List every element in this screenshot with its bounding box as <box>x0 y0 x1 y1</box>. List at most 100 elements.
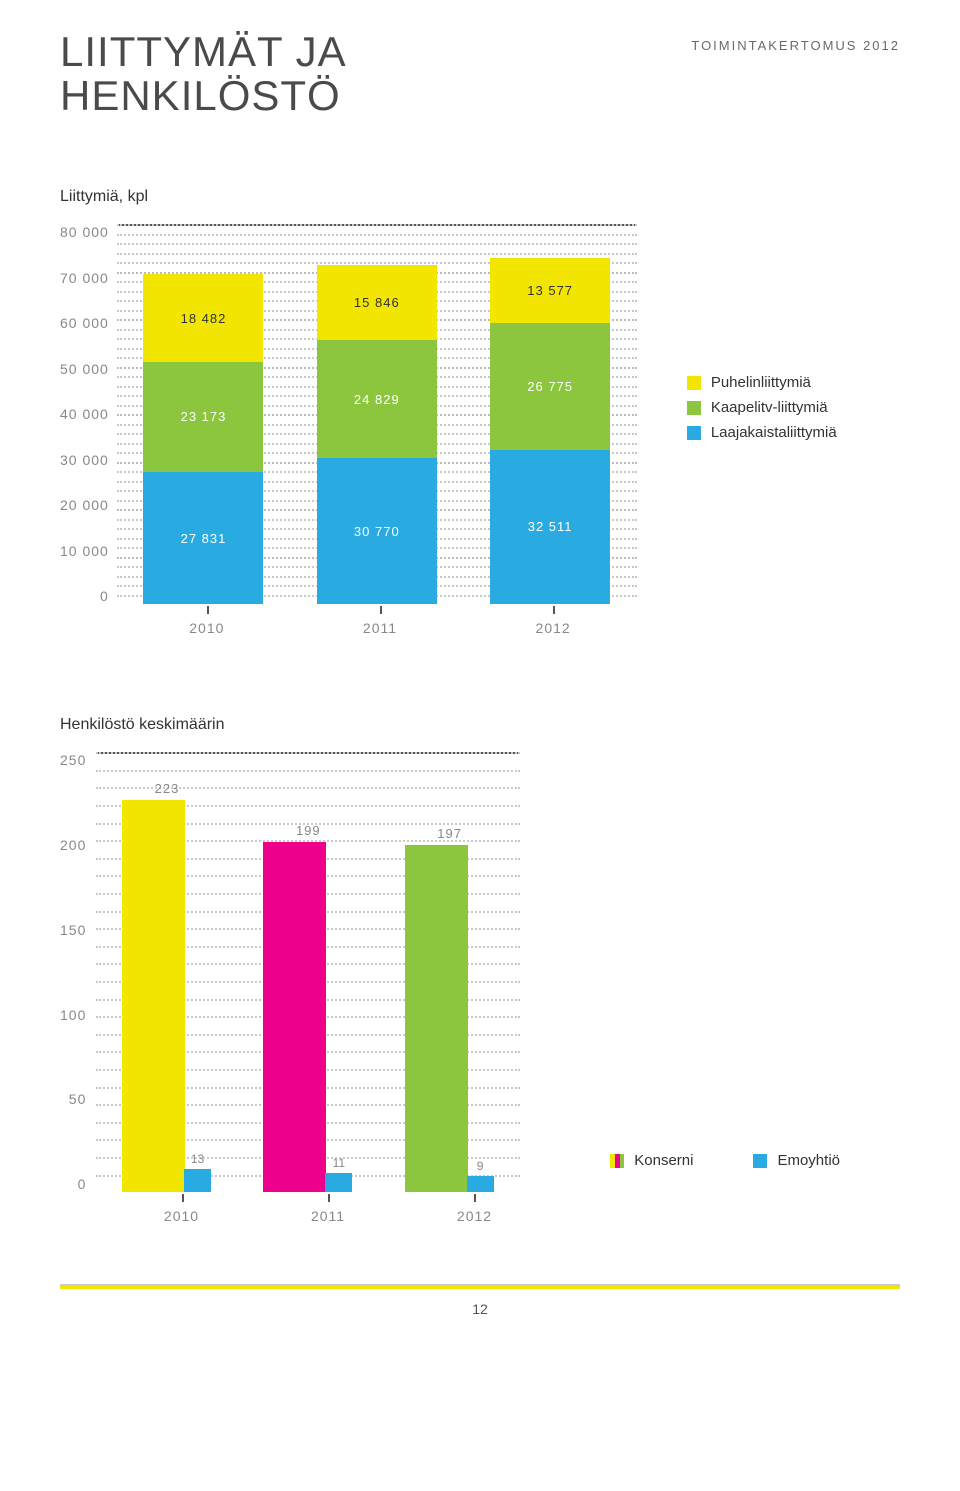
footer-rule <box>60 1284 900 1289</box>
chart1-xtick: 2012 <box>536 620 571 636</box>
legend-swatch <box>687 376 701 390</box>
chart2-konserni-label: 199 <box>296 823 321 838</box>
chart2-ytick: 250 <box>60 752 86 768</box>
legend-swatch <box>687 401 701 415</box>
chart2-bar-col: 223 13 <box>122 781 212 1192</box>
chart1-segment-label: 32 511 <box>528 519 573 534</box>
legend-swatch-split <box>610 1154 624 1168</box>
chart1-title: Liittymiä, kpl <box>60 188 900 206</box>
chart2-plot: 22313199111979 <box>96 752 520 1192</box>
chart1-legend: Puhelinliittymiä Kaapelitv-liittymiä Laaja… <box>687 374 837 449</box>
chart1-segment-label: 26 775 <box>527 379 573 394</box>
chart1-segment: 24 829 <box>317 340 437 458</box>
chart2-bar-group: 13 <box>122 800 212 1192</box>
chart1-segment-label: 24 829 <box>354 392 400 407</box>
legend-label: Konserni <box>634 1152 693 1169</box>
chart1-ytick: 30 000 <box>60 452 109 468</box>
chart1-segment: 27 831 <box>143 472 263 604</box>
chart2-bar-emo-wrap: 11 <box>325 1156 352 1192</box>
page-title-line2: HENKILÖSTÖ <box>60 72 341 119</box>
legend-label: Puhelinliittymiä <box>711 374 811 391</box>
chart1-segment-label: 27 831 <box>181 531 227 546</box>
chart1-ytick: 60 000 <box>60 315 109 331</box>
chart2-bar-emo <box>467 1176 494 1192</box>
chart1-ytick: 80 000 <box>60 224 109 240</box>
chart2-ytick: 50 <box>69 1091 87 1107</box>
page-title-line1: LIITTYMÄT JA <box>60 28 347 75</box>
chart1-ytick: 0 <box>100 588 109 604</box>
page-title: LIITTYMÄT JA HENKILÖSTÖ <box>60 30 347 118</box>
chart1-segment: 32 511 <box>490 450 610 604</box>
chart2-emo-label: 9 <box>467 1159 494 1173</box>
chart2-bar-emo <box>184 1169 211 1192</box>
chart2-bar-konserni <box>263 842 326 1192</box>
chart1-segment: 15 846 <box>317 265 437 340</box>
chart2-xtick: 2010 <box>164 1208 199 1224</box>
chart2-bar-group: 9 <box>405 845 495 1192</box>
chart2-xtick: 2011 <box>311 1208 345 1224</box>
chart2-ytick: 200 <box>60 837 86 853</box>
chart1-legend-item: Laajakaistaliittymiä <box>687 424 837 441</box>
chart1-ytick: 50 000 <box>60 361 109 377</box>
chart1-ytick: 70 000 <box>60 270 109 286</box>
chart2-ytick: 150 <box>60 922 86 938</box>
chart1-bar-col: 13 577 26 775 32 511 <box>490 258 610 604</box>
chart1-bar-col: 18 482 23 173 27 831 <box>143 274 263 604</box>
chart2: 250200150100500 22313199111979 KonserniE… <box>60 752 900 1192</box>
legend-label: Emoyhtiö <box>777 1152 840 1169</box>
chart2-ytick: 0 <box>78 1176 87 1192</box>
chart1-ytick: 40 000 <box>60 406 109 422</box>
chart2-legend: Konserni Emoyhtiö <box>610 1152 900 1177</box>
legend-label: Laajakaistaliittymiä <box>711 424 837 441</box>
chart2-ytick: 100 <box>60 1007 86 1023</box>
chart2-yaxis: 250 200 150 100 50 0 <box>60 752 96 1192</box>
chart1-bar-col: 15 846 24 829 30 770 <box>317 265 437 604</box>
chart1-segment-label: 15 846 <box>354 295 400 310</box>
chart1-segment-label: 30 770 <box>354 524 400 539</box>
chart2-bar-group: 11 <box>263 842 353 1192</box>
chart1-segment: 18 482 <box>143 274 263 362</box>
legend-label: Kaapelitv-liittymiä <box>711 399 828 416</box>
chart1-ytick: 20 000 <box>60 497 109 513</box>
chart1-segment-label: 23 173 <box>181 409 227 424</box>
chart2-bar-emo <box>325 1173 352 1192</box>
chart2-emo-label: 13 <box>184 1152 211 1166</box>
legend-swatch <box>753 1154 767 1168</box>
chart1-segment: 13 577 <box>490 258 610 322</box>
doc-header: TOIMINTAKERTOMUS 2012 <box>691 30 900 53</box>
chart1-segment: 23 173 <box>143 362 263 472</box>
chart2-section: Henkilöstö keskimäärin 250 200 150 100 50 0 2… <box>60 716 900 1224</box>
chart2-legend-item: Konserni <box>610 1152 693 1169</box>
chart1-bars: 18 482 23 173 27 831 15 846 24 829 30 770 13 5… <box>117 224 637 604</box>
chart2-legend-item: Emoyhtiö <box>753 1152 840 1169</box>
chart2-konserni-label: 197 <box>437 826 462 841</box>
chart2-konserni-label: 223 <box>155 781 180 796</box>
chart1-segment: 26 775 <box>490 323 610 450</box>
chart1-segment-label: 18 482 <box>181 311 227 326</box>
chart1-xtick: 2011 <box>363 620 397 636</box>
chart1-xaxis: 2010 2011 2012 <box>120 620 640 636</box>
chart1-plot: 18 482 23 173 27 831 15 846 24 829 30 770 13 5… <box>117 224 637 604</box>
page-number: 12 <box>60 1301 900 1317</box>
chart2-bar-col: 1979 <box>405 826 495 1192</box>
chart2-xtick: 2012 <box>457 1208 492 1224</box>
chart2-bar-col: 199 11 <box>263 823 353 1192</box>
chart2-bars: 22313199111979 <box>96 752 520 1192</box>
chart1-xtick: 2010 <box>189 620 224 636</box>
chart1-left: 80 000 70 000 60 000 50 000 40 000 30 000 20 0… <box>60 224 637 604</box>
chart2-bar-konserni <box>122 800 185 1192</box>
chart1-ytick: 10 000 <box>60 543 109 559</box>
chart2-bar-emo-wrap: 9 <box>467 1159 494 1192</box>
chart1-legend-item: Puhelinliittymiä <box>687 374 837 391</box>
chart2-title: Henkilöstö keskimäärin <box>60 716 900 734</box>
chart1-legend-item: Kaapelitv-liittymiä <box>687 399 837 416</box>
chart1-yaxis: 80 000 70 000 60 000 50 000 40 000 30 000 20 0… <box>60 224 117 604</box>
chart1-segment-label: 13 577 <box>527 283 573 298</box>
legend-swatch <box>687 426 701 440</box>
chart1: 80 000 70 000 60 000 50 000 40 000 30 000 20 0… <box>60 224 900 604</box>
chart1-section: Liittymiä, kpl 80 000 70 000 60 000 50 000 4… <box>60 188 900 636</box>
chart2-bar-konserni <box>405 845 468 1192</box>
header-row: LIITTYMÄT JA HENKILÖSTÖ TOIMINTAKERTOMUS… <box>60 30 900 118</box>
chart2-emo-label: 11 <box>325 1156 352 1170</box>
chart1-segment: 30 770 <box>317 458 437 604</box>
